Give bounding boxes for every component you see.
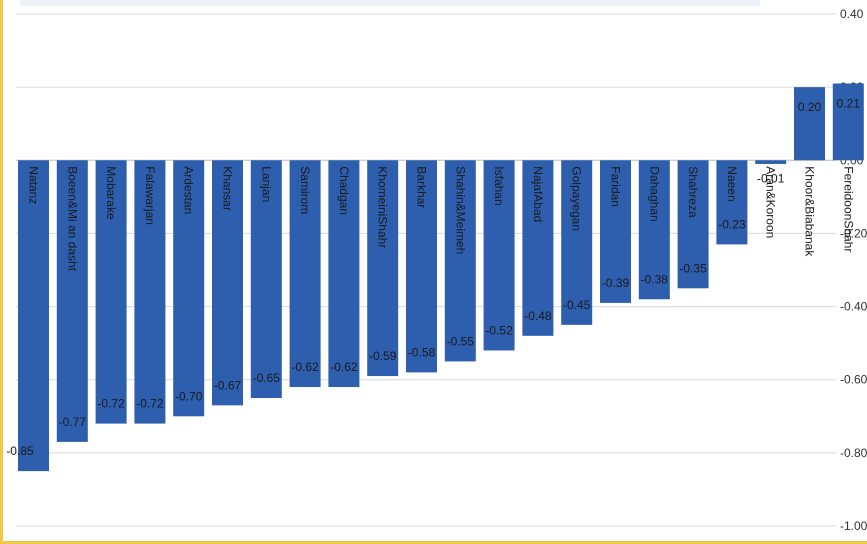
data-label: 0.20 [798,100,822,114]
data-label: -0.23 [718,217,746,231]
bar [134,160,166,424]
category-label: Aran&Koroon [764,166,778,238]
bar [56,160,88,442]
bar [406,160,437,373]
bar [600,160,631,303]
data-label: -0.72 [97,397,125,411]
bar [483,160,515,351]
category-label: Golpayegan [570,166,584,231]
category-label: Faridan [609,166,623,207]
data-label: -0.48 [524,309,552,323]
category-label: Dahaghan [647,166,661,221]
data-label: -0.62 [330,360,358,374]
bar [289,160,321,388]
data-label: -0.62 [291,360,319,374]
bar [367,160,399,377]
category-label: Falawarjan [143,166,157,225]
bar [173,160,205,417]
bar [638,160,670,300]
bar [212,160,243,406]
y-tick-label: 0.40 [840,7,864,21]
bar [755,160,787,164]
y-tick-label: -0.80 [840,446,867,460]
category-label: Chadgan [337,166,351,215]
bar [522,160,554,336]
y-tick-label: -1.00 [840,519,867,533]
data-label: -0.35 [679,261,707,275]
bar [677,160,709,289]
category-label: Khansar [221,166,235,211]
bar [328,160,360,388]
bar [716,160,748,245]
category-label: Mobarake [104,166,118,220]
data-label: -0.70 [175,389,203,403]
category-label: NajafAbad [531,166,545,222]
bar [95,160,127,424]
data-label: -0.38 [641,272,669,286]
y-tick-label: -0.60 [840,373,867,387]
category-label: Boeen&Mi an dasht [65,166,79,271]
category-label: Barkhar [415,166,429,208]
data-label: -0.65 [253,371,281,385]
category-label: Khoor&Biabanak [803,166,817,257]
data-label: -0.45 [563,298,591,312]
data-label: -0.58 [408,345,436,359]
category-label: Shahin&Meimeh [453,166,467,254]
category-label: Shahreza [686,166,700,218]
data-label: -0.55 [447,334,475,348]
y-tick-label: -0.40 [840,300,867,314]
bar [561,160,593,325]
data-label: -0.77 [59,415,87,429]
data-label: -0.01 [757,171,785,185]
bar [832,83,864,161]
data-label: -0.39 [602,276,630,290]
bar [444,160,476,362]
data-label: -0.59 [369,349,397,363]
category-label: Ardestan [182,166,196,214]
data-label: -0.72 [136,397,164,411]
category-label: Natanz [27,166,41,204]
header-fade [20,0,760,6]
category-label: FereidoonShahr [841,166,855,252]
category-label: Naeen [725,166,739,201]
data-label: -0.67 [214,378,242,392]
data-label: 0.21 [837,96,861,110]
data-label: -0.85 [6,444,34,458]
category-label: KhomeiniShahr [376,166,390,248]
bar [794,87,825,161]
data-label: -0.52 [485,323,513,337]
category-label: Isfahan [492,166,506,205]
bar [18,160,49,472]
y-tick-label: -0.20 [840,226,867,240]
bar [250,160,282,398]
category-label: Samirom [298,166,312,214]
category-label: Lanjan [259,166,273,202]
